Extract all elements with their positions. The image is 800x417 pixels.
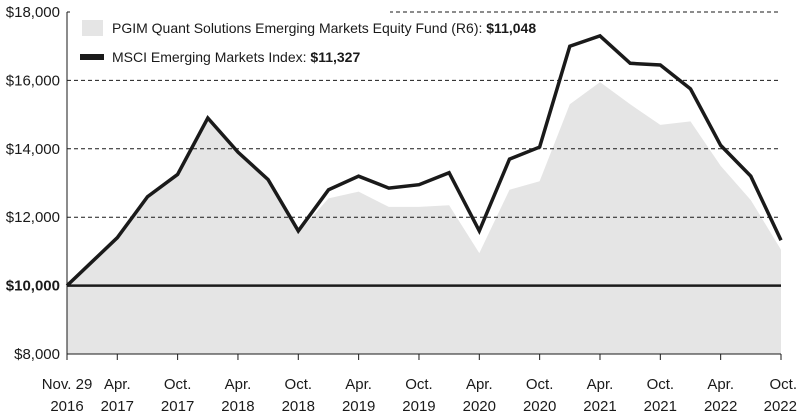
- x-tick-label: Oct.: [164, 376, 192, 393]
- legend-background: [70, 11, 390, 79]
- index-line-layer: [65, 33, 783, 287]
- y-tick-label: $12,000: [6, 209, 60, 226]
- legend-swatch-fund: [82, 20, 103, 36]
- grid-layer: [66, 11, 781, 355]
- x-tick-label: 2017: [101, 398, 134, 415]
- x-tick-label: 2020: [523, 398, 556, 415]
- y-tick-label: $16,000: [6, 72, 60, 89]
- x-tick-label: 2020: [463, 398, 496, 415]
- x-tick-label: Oct.: [769, 376, 797, 393]
- fund-area-layer: [67, 82, 781, 354]
- legend-entry-index: MSCI Emerging Markets Index: $11,327: [112, 49, 360, 65]
- y-tick-label: $10,000: [6, 278, 60, 295]
- legend-label-fund: PGIM Quant Solutions Emerging Markets Eq…: [112, 20, 486, 36]
- x-tick-label: Apr.: [345, 376, 372, 393]
- x-tick-label: Apr.: [707, 376, 734, 393]
- x-tick-label: Apr.: [587, 376, 614, 393]
- legend: PGIM Quant Solutions Emerging Markets Eq…: [70, 11, 536, 79]
- x-axis-ticks: Nov. 29 2016 Apr. 2017 Oct. 2017 Apr. 2018 Oct. 2…: [42, 354, 797, 415]
- x-tick-label: 2022: [704, 398, 737, 415]
- legend-value-index: $11,327: [310, 49, 360, 65]
- x-tick-label: Oct.: [526, 376, 554, 393]
- x-tick-label: 2019: [342, 398, 375, 415]
- x-tick-label: Oct.: [647, 376, 675, 393]
- x-tick-label: Nov. 29: [42, 376, 93, 393]
- y-tick-label: $8,000: [14, 346, 60, 363]
- x-tick-label: 2018: [221, 398, 254, 415]
- fund-area: [67, 82, 781, 354]
- x-tick-label: 2021: [583, 398, 616, 415]
- x-tick-label: Oct.: [285, 376, 313, 393]
- x-tick-label: Apr.: [225, 376, 252, 393]
- x-tick-label: Apr.: [466, 376, 493, 393]
- x-tick-label: 2016: [50, 398, 83, 415]
- x-tick-label: 2022: [764, 398, 797, 415]
- x-tick-label: Apr.: [104, 376, 131, 393]
- y-tick-label: $18,000: [6, 4, 60, 21]
- legend-label-index: MSCI Emerging Markets Index:: [112, 49, 310, 65]
- x-tick-label: 2019: [402, 398, 435, 415]
- index-line: [65, 33, 783, 287]
- x-tick-label: Oct.: [405, 376, 433, 393]
- legend-entry-fund: PGIM Quant Solutions Emerging Markets Eq…: [112, 20, 536, 36]
- x-tick-label: 2017: [161, 398, 194, 415]
- x-tick-label: 2021: [644, 398, 677, 415]
- y-tick-label: $14,000: [6, 141, 60, 158]
- legend-value-fund: $11,048: [486, 20, 536, 36]
- x-tick-label: 2018: [282, 398, 315, 415]
- y-axis-ticks: $8,000 $10,000 $12,000 $14,000 $16,000 $18,00…: [6, 4, 60, 363]
